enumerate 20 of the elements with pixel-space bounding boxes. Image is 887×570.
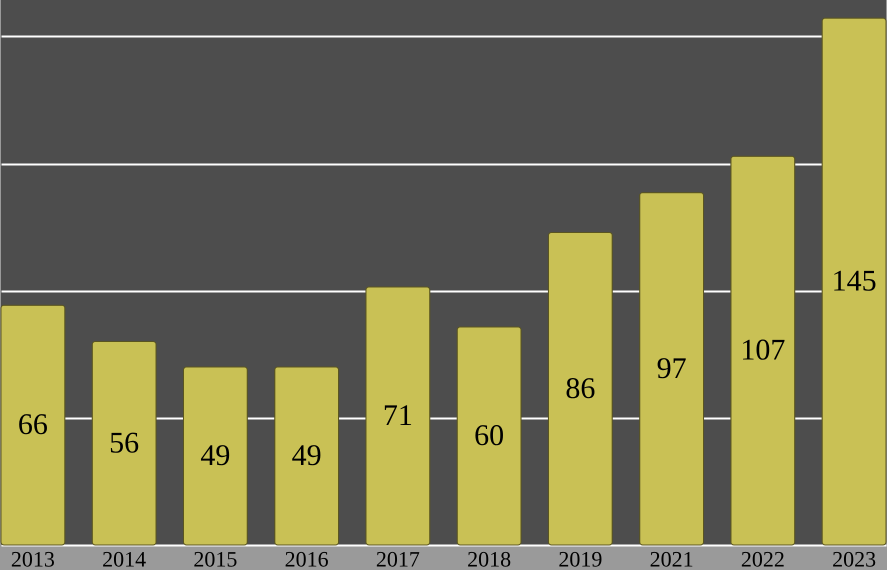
data-label: 86 [565, 372, 596, 405]
x-tick-label: 2018 [467, 546, 512, 570]
data-label: 107 [740, 334, 786, 367]
data-label: 60 [474, 419, 504, 452]
x-tick-label: 2017 [376, 546, 420, 570]
x-tick-label: 2016 [284, 546, 329, 570]
data-label: 66 [18, 408, 48, 442]
x-tick-label: 2023 [832, 546, 876, 570]
data-label: 49 [200, 438, 230, 472]
x-tick-label: 2015 [193, 546, 238, 570]
data-label: 56 [109, 426, 140, 460]
x-tick-label: 2014 [102, 546, 146, 570]
data-label: 145 [832, 264, 877, 298]
data-label: 49 [292, 438, 322, 472]
x-tick-label: 2021 [650, 546, 694, 570]
data-label: 97 [656, 352, 687, 385]
data-label: 71 [382, 399, 413, 432]
x-tick-label: 2019 [558, 546, 602, 570]
x-tick-label: 2022 [740, 546, 785, 570]
x-tick-label: 2013 [10, 546, 55, 570]
